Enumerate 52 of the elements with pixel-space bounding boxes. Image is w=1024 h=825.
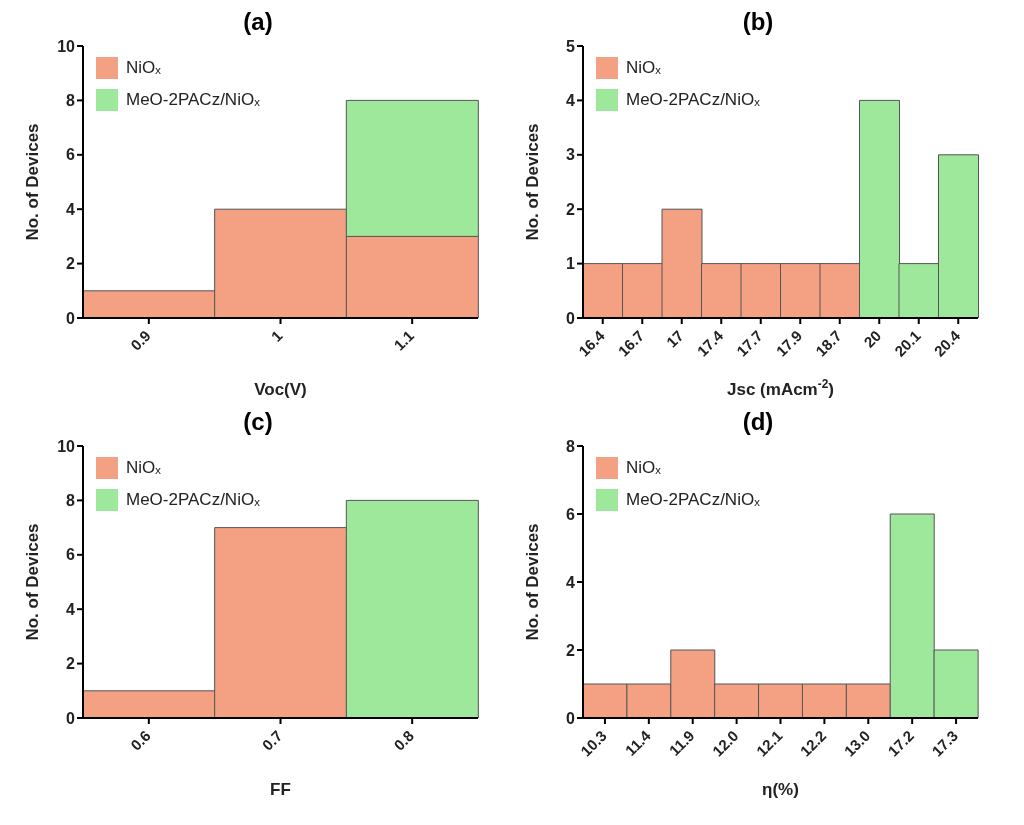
x-axis-title: Voc(V) bbox=[254, 380, 307, 399]
y-tick-label: 6 bbox=[66, 146, 76, 164]
x-tick-label: 0.7 bbox=[258, 726, 286, 754]
chart-title: (b) bbox=[742, 8, 774, 35]
y-tick-label: 6 bbox=[566, 505, 576, 523]
y-tick-label: 4 bbox=[566, 573, 576, 591]
x-axis-title: Jsc (mAcm$^{-2}$) bbox=[727, 377, 834, 399]
legend-label: MeO-2PACz/NiOₓ bbox=[626, 490, 760, 510]
y-axis-title: No. of Devices bbox=[23, 523, 42, 641]
y-tick-label: 6 bbox=[66, 546, 76, 564]
y-tick-label: 2 bbox=[566, 200, 576, 218]
y-axis-title: No. of Devices bbox=[523, 123, 542, 241]
x-tick-label: 1 bbox=[267, 326, 286, 345]
y-tick-label: 4 bbox=[66, 600, 76, 618]
y-tick-label: 4 bbox=[566, 92, 576, 110]
x-axis-title: η(%) bbox=[762, 780, 799, 799]
y-tick-label: 0 bbox=[566, 709, 576, 727]
x-tick-label: 17 bbox=[662, 326, 687, 351]
y-tick-label: 2 bbox=[566, 641, 576, 659]
y-tick-label: 3 bbox=[566, 146, 576, 164]
x-tick-label: 0.8 bbox=[390, 726, 418, 754]
x-tick-label: 20 bbox=[860, 326, 885, 351]
chart-title: (c) bbox=[243, 408, 273, 435]
y-tick-label: 8 bbox=[66, 492, 76, 510]
x-tick-label: 1.1 bbox=[390, 326, 418, 354]
y-tick-label: 2 bbox=[66, 255, 76, 273]
y-axis-title: No. of Devices bbox=[523, 523, 542, 641]
y-tick-label: 0 bbox=[66, 309, 76, 327]
y-axis-title: No. of Devices bbox=[23, 123, 42, 241]
y-tick-label: 4 bbox=[66, 200, 76, 218]
x-axis-title: FF bbox=[270, 780, 291, 799]
y-tick-label: 10 bbox=[57, 37, 76, 55]
legend-label: NiOₓ bbox=[126, 58, 161, 78]
y-tick-label: 2 bbox=[66, 655, 76, 673]
chart-title: (d) bbox=[742, 408, 774, 435]
y-tick-label: 0 bbox=[66, 709, 76, 727]
y-tick-label: 5 bbox=[566, 37, 576, 55]
x-tick-label: 0.9 bbox=[126, 326, 154, 354]
y-tick-label: 10 bbox=[57, 437, 76, 455]
legend-label: NiOₓ bbox=[626, 58, 661, 78]
legend-label: MeO-2PACz/NiOₓ bbox=[626, 90, 760, 110]
y-tick-label: 8 bbox=[566, 437, 576, 455]
x-tick-label: 0.6 bbox=[126, 726, 154, 754]
legend-label: MeO-2PACz/NiOₓ bbox=[126, 490, 260, 510]
legend-label: NiOₓ bbox=[626, 458, 661, 478]
legend-label: MeO-2PACz/NiOₓ bbox=[126, 90, 260, 110]
legend-label: NiOₓ bbox=[126, 458, 161, 478]
y-tick-label: 1 bbox=[566, 255, 576, 273]
chart-title: (a) bbox=[243, 8, 273, 35]
y-tick-label: 0 bbox=[566, 309, 576, 327]
x-tick-label: 11.9 bbox=[665, 726, 698, 759]
y-tick-label: 8 bbox=[66, 92, 76, 110]
